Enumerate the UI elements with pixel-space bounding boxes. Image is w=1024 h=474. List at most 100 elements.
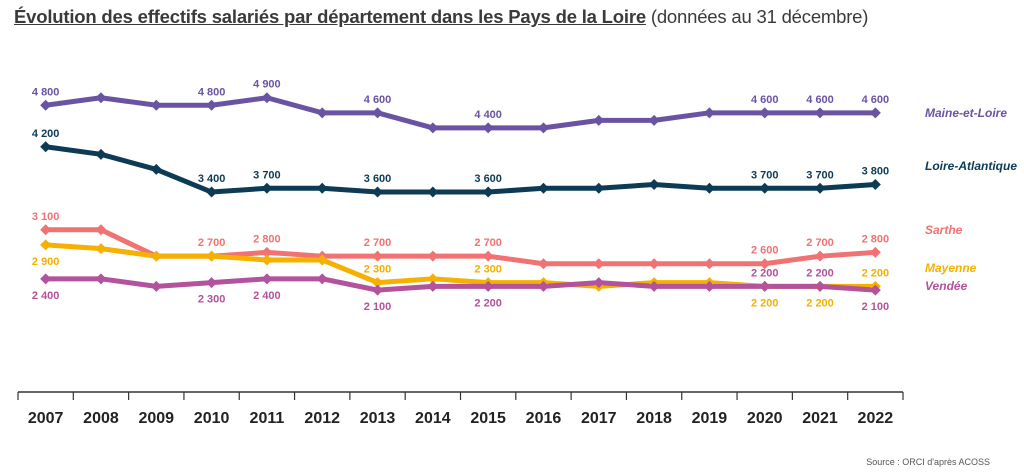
data-point-marker bbox=[261, 92, 273, 104]
data-point-marker bbox=[316, 182, 328, 194]
data-point-marker bbox=[372, 107, 384, 119]
x-tick-label: 2021 bbox=[802, 410, 838, 427]
data-label: 3 700 bbox=[253, 169, 281, 181]
x-tick-label: 2018 bbox=[636, 410, 672, 427]
data-label: 2 200 bbox=[751, 297, 779, 309]
x-tick-label: 2016 bbox=[526, 410, 562, 427]
data-point-marker bbox=[206, 99, 218, 111]
data-point-marker bbox=[95, 243, 107, 255]
data-point-marker bbox=[593, 277, 605, 289]
x-tick-label: 2019 bbox=[692, 410, 728, 427]
data-point-marker bbox=[427, 273, 439, 285]
data-point-marker bbox=[703, 107, 715, 119]
data-label: 2 100 bbox=[364, 301, 392, 313]
x-tick-label: 2017 bbox=[581, 410, 617, 427]
data-label: 2 400 bbox=[253, 290, 281, 302]
data-point-marker bbox=[759, 258, 771, 270]
data-point-marker bbox=[206, 277, 218, 289]
series-line-0 bbox=[43, 95, 878, 131]
data-label: 3 100 bbox=[32, 211, 60, 223]
data-point-marker bbox=[703, 258, 715, 270]
data-point-marker bbox=[482, 250, 494, 262]
data-point-marker bbox=[869, 107, 881, 119]
x-tick-label: 2015 bbox=[470, 410, 506, 427]
series-line-1 bbox=[43, 144, 878, 195]
series-name-label: Maine-et-Loire bbox=[925, 106, 1007, 120]
data-point-marker bbox=[759, 182, 771, 194]
x-tick-label: 2008 bbox=[83, 410, 119, 427]
data-point-marker bbox=[206, 186, 218, 198]
data-point-marker bbox=[814, 107, 826, 119]
data-point-marker bbox=[593, 258, 605, 270]
x-tick-label: 2014 bbox=[415, 410, 451, 427]
data-label: 2 800 bbox=[862, 233, 890, 245]
data-point-marker bbox=[703, 280, 715, 292]
data-label: 2 700 bbox=[806, 237, 834, 249]
data-point-marker bbox=[869, 179, 881, 190]
data-label: 2 800 bbox=[253, 233, 281, 245]
x-tick-label: 2022 bbox=[858, 410, 894, 427]
source-note: Source : ORCI d'après ACOSS bbox=[866, 457, 990, 467]
data-point-marker bbox=[40, 224, 52, 236]
data-point-marker bbox=[261, 273, 273, 285]
data-label: 2 600 bbox=[751, 245, 779, 257]
data-point-marker bbox=[40, 99, 52, 111]
data-point-marker bbox=[427, 250, 439, 262]
data-point-marker bbox=[593, 182, 605, 194]
data-point-marker bbox=[206, 250, 218, 262]
data-point-marker bbox=[537, 182, 549, 194]
data-label: 2 700 bbox=[474, 237, 502, 249]
data-point-marker bbox=[95, 148, 107, 160]
data-label: 2 300 bbox=[198, 294, 226, 306]
data-point-marker bbox=[316, 273, 328, 285]
data-label: 4 600 bbox=[862, 94, 890, 106]
data-label: 2 300 bbox=[364, 264, 392, 276]
data-point-marker bbox=[150, 250, 162, 262]
data-point-marker bbox=[427, 122, 439, 134]
data-point-marker bbox=[261, 246, 273, 258]
data-point-marker bbox=[150, 163, 162, 175]
data-point-marker bbox=[648, 280, 660, 292]
chart-title-main: Évolution des effectifs salariés par dép… bbox=[14, 6, 646, 27]
data-point-marker bbox=[261, 182, 273, 194]
data-point-marker bbox=[648, 179, 660, 190]
data-label: 2 700 bbox=[198, 237, 226, 249]
data-point-marker bbox=[648, 258, 660, 270]
data-point-marker bbox=[316, 254, 328, 266]
data-point-marker bbox=[537, 122, 549, 134]
data-point-marker bbox=[372, 284, 384, 296]
data-label: 4 800 bbox=[32, 86, 60, 98]
data-label: 2 100 bbox=[862, 301, 890, 313]
data-label: 2 200 bbox=[751, 267, 779, 279]
series-name-label: Loire-Atlantique bbox=[925, 159, 1017, 173]
data-point-marker bbox=[537, 258, 549, 270]
x-tick-label: 2012 bbox=[304, 410, 340, 427]
data-label: 3 400 bbox=[198, 173, 226, 185]
data-label: 2 200 bbox=[806, 267, 834, 279]
data-point-marker bbox=[95, 92, 107, 104]
data-point-marker bbox=[427, 280, 439, 292]
data-point-marker bbox=[150, 280, 162, 292]
data-label: 4 900 bbox=[253, 79, 281, 91]
data-label: 3 800 bbox=[862, 166, 890, 178]
series-line-4 bbox=[43, 276, 878, 293]
data-label: 2 200 bbox=[806, 297, 834, 309]
series-name-label: Sarthe bbox=[925, 223, 963, 237]
data-point-marker bbox=[261, 254, 273, 266]
data-point-marker bbox=[372, 186, 384, 198]
chart-title: Évolution des effectifs salariés par dép… bbox=[14, 6, 868, 28]
data-point-marker bbox=[427, 186, 439, 198]
data-point-marker bbox=[814, 250, 826, 262]
x-tick-label: 2009 bbox=[138, 410, 174, 427]
data-point-marker bbox=[869, 284, 881, 296]
data-label: 3 600 bbox=[364, 173, 392, 185]
data-point-marker bbox=[482, 280, 494, 292]
series-name-label: Mayenne bbox=[925, 261, 977, 275]
data-label: 2 300 bbox=[474, 264, 502, 276]
data-point-marker bbox=[759, 280, 771, 292]
data-point-marker bbox=[869, 246, 881, 258]
x-tick-label: 2020 bbox=[747, 410, 783, 427]
data-point-marker bbox=[40, 239, 52, 251]
data-point-marker bbox=[648, 114, 660, 126]
